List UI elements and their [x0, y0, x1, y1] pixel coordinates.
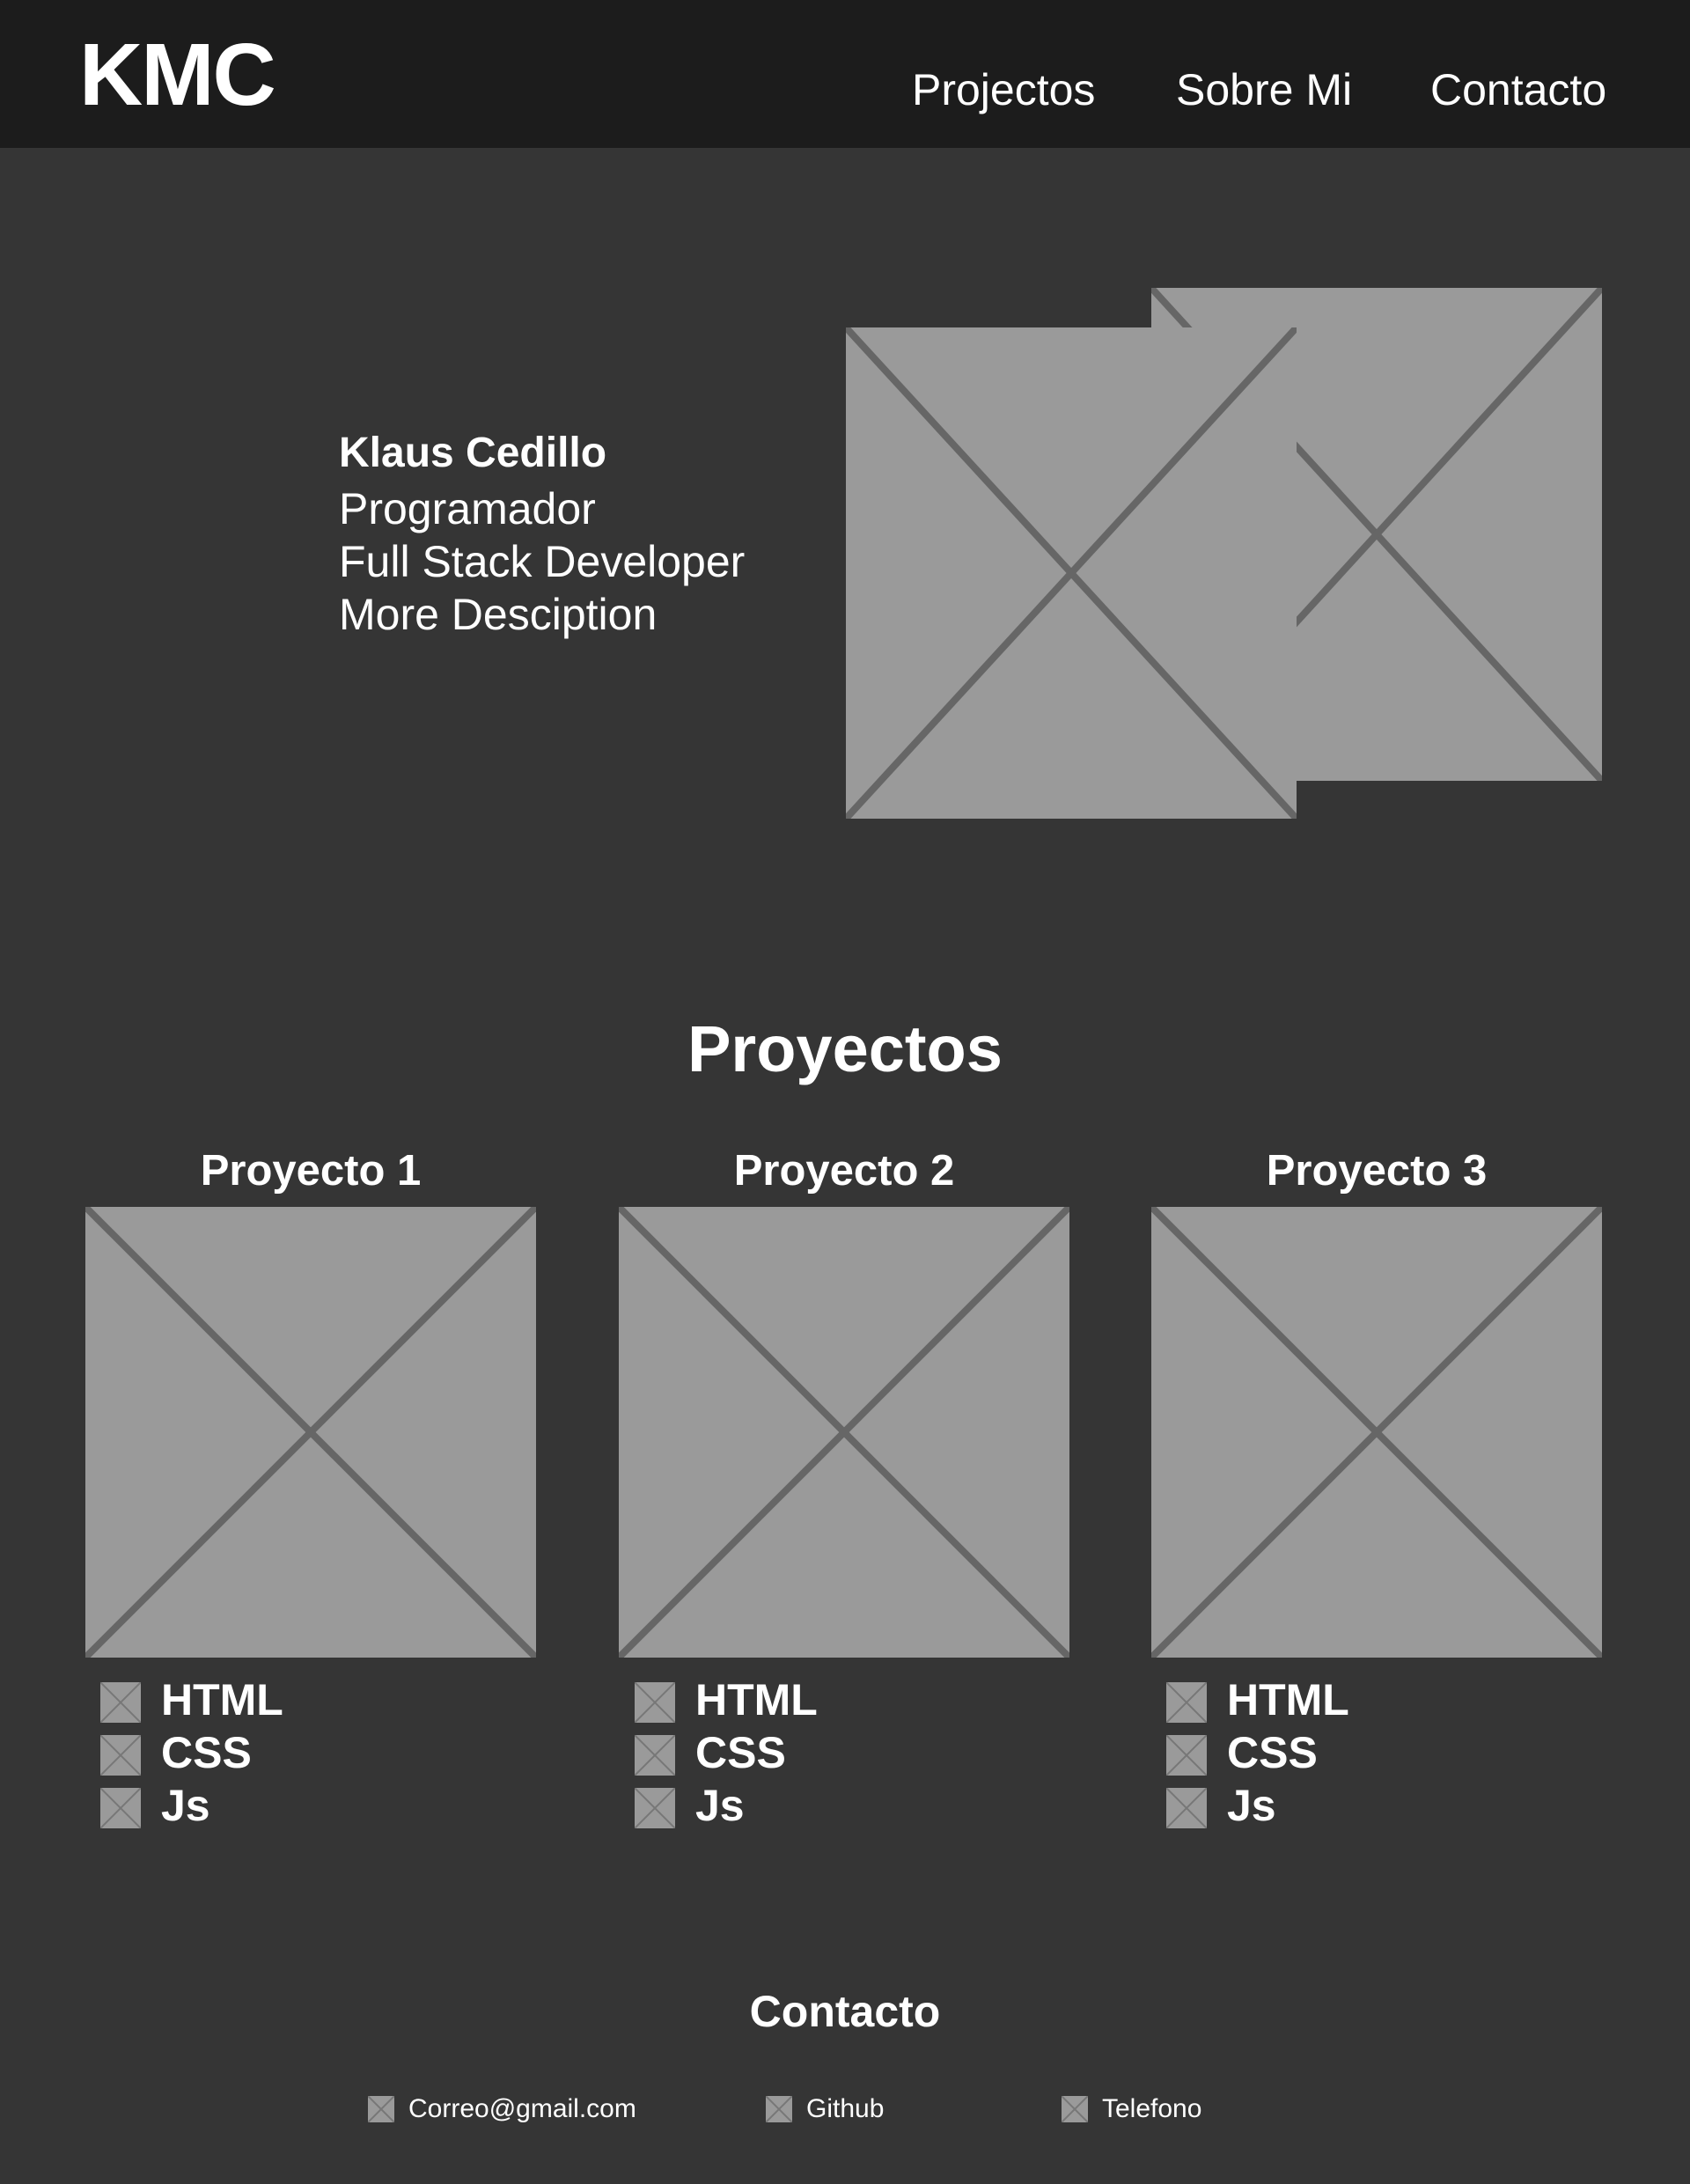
contact-email-label: Correo@gmail.com	[408, 2094, 636, 2123]
tech-label: HTML	[695, 1675, 818, 1724]
html-icon	[100, 1682, 141, 1723]
nav-link-projectos[interactable]: Projectos	[912, 65, 1096, 114]
site-header: KMC Projectos Sobre Mi Contacto	[0, 0, 1690, 148]
phone-icon	[1062, 2096, 1088, 2122]
tech-label: Js	[1227, 1781, 1276, 1830]
hero-name: Klaus Cedillo	[339, 430, 607, 476]
project-1-image[interactable]	[85, 1207, 536, 1658]
hero-title: Full Stack Developer	[339, 537, 746, 586]
hero-intro: Klaus Cedillo Programador Full Stack Dev…	[339, 424, 745, 641]
project-2-image[interactable]	[619, 1207, 1069, 1658]
contact-github-label: Github	[806, 2094, 885, 2123]
js-icon	[635, 1788, 675, 1828]
image-placeholder-icon	[1151, 1207, 1602, 1658]
contact-section-title: Contacto	[749, 1987, 941, 2036]
contact-phone-label: Telefono	[1102, 2094, 1202, 2123]
css-icon	[100, 1735, 141, 1776]
project-3-image[interactable]	[1151, 1207, 1602, 1658]
image-placeholder-icon	[619, 1207, 1069, 1658]
tech-label: Js	[161, 1781, 210, 1830]
project-3-title: Proyecto 3	[1266, 1147, 1488, 1195]
js-icon	[1166, 1788, 1207, 1828]
nav-link-contacto[interactable]: Contacto	[1430, 65, 1607, 114]
js-icon	[100, 1788, 141, 1828]
project-2-title: Proyecto 2	[733, 1147, 955, 1195]
css-icon	[1166, 1735, 1207, 1776]
hero-role: Programador	[339, 484, 596, 533]
tech-label: CSS	[1227, 1728, 1318, 1777]
tech-label: HTML	[161, 1675, 283, 1724]
github-icon	[766, 2096, 792, 2122]
tech-label: CSS	[161, 1728, 252, 1777]
project-1-title: Proyecto 1	[200, 1147, 422, 1195]
hero-image-front	[846, 327, 1297, 819]
hero-description: More Desciption	[339, 590, 658, 639]
site-logo[interactable]: KMC	[79, 26, 276, 124]
html-icon	[1166, 1682, 1207, 1723]
tech-label: HTML	[1227, 1675, 1349, 1724]
image-placeholder-icon	[85, 1207, 536, 1658]
html-icon	[635, 1682, 675, 1723]
tech-label: Js	[695, 1781, 745, 1830]
tech-label: CSS	[695, 1728, 786, 1777]
projects-section-title: Proyectos	[687, 1012, 1003, 1085]
css-icon	[635, 1735, 675, 1776]
image-placeholder-icon	[846, 327, 1297, 819]
email-icon	[368, 2096, 394, 2122]
nav-link-sobre-mi[interactable]: Sobre Mi	[1176, 65, 1353, 114]
